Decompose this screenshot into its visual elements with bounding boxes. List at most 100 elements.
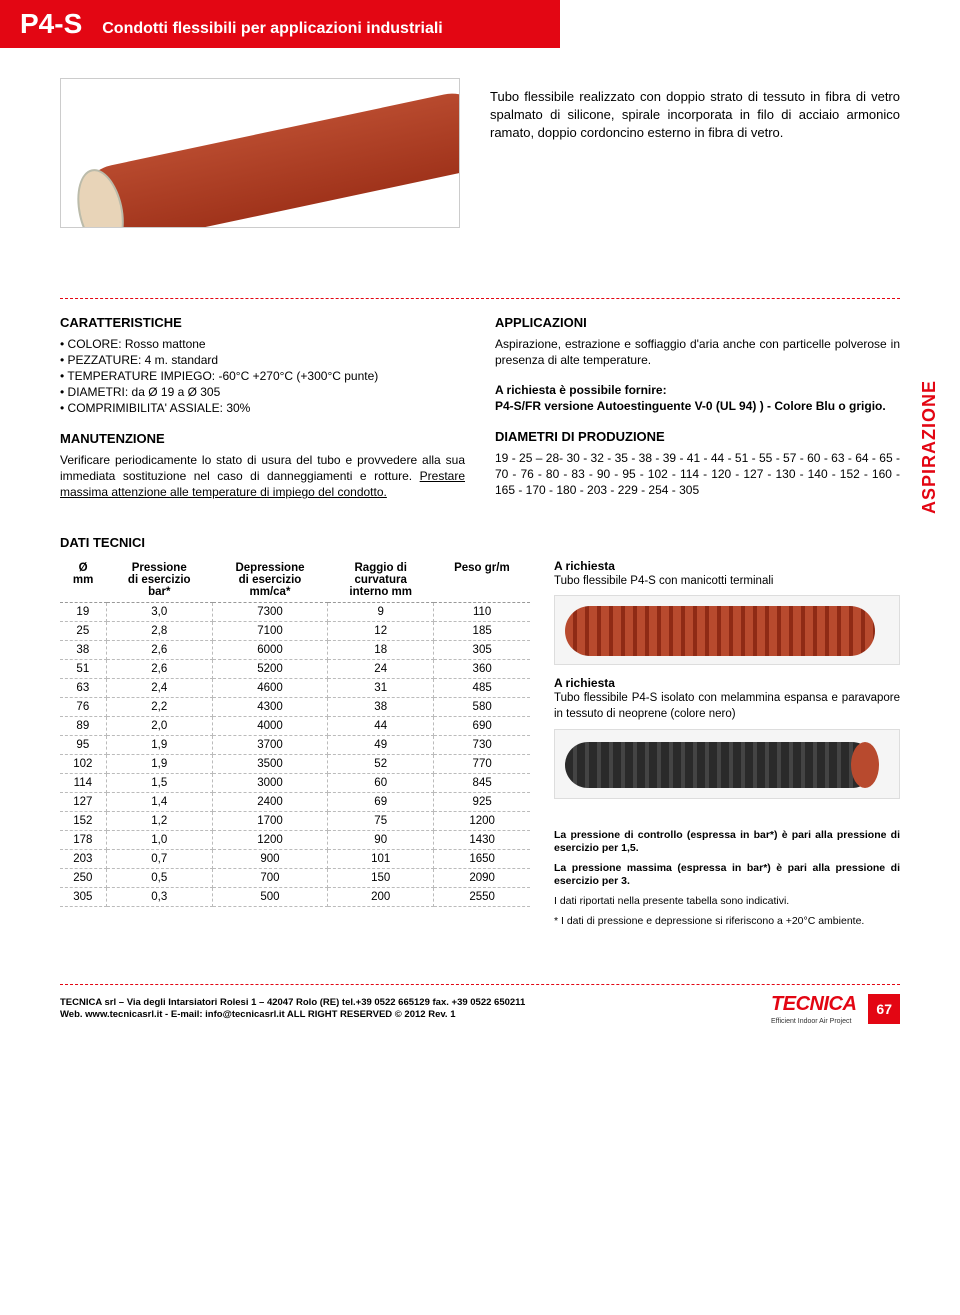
table-row: 512,6520024360 <box>60 659 530 678</box>
table-cell: 3000 <box>212 773 327 792</box>
table-cell: 150 <box>328 868 434 887</box>
note-line: La pressione di controllo (espressa in b… <box>554 829 900 855</box>
footer: TECNICA srl – Via degli Intarsiatori Rol… <box>0 991 960 1046</box>
product-subtitle: Condotti flessibili per applicazioni ind… <box>102 20 442 38</box>
table-cell: 7100 <box>212 621 327 640</box>
table-cell: 305 <box>434 640 530 659</box>
table-cell: 4300 <box>212 697 327 716</box>
table-cell: 1700 <box>212 811 327 830</box>
table-cell: 110 <box>434 602 530 621</box>
table-cell: 89 <box>60 716 106 735</box>
table-cell: 114 <box>60 773 106 792</box>
table-cell: 24 <box>328 659 434 678</box>
table-cell: 2,6 <box>106 659 212 678</box>
notes-block: La pressione di controllo (espressa in b… <box>554 829 900 929</box>
table-cell: 925 <box>434 792 530 811</box>
footer-divider <box>60 984 900 985</box>
table-row: 1521,21700751200 <box>60 811 530 830</box>
info-columns: CARATTERISTICHE COLORE: Rosso mattone PE… <box>0 314 960 515</box>
dati-tecnici-title: DATI TECNICI <box>0 515 960 558</box>
table-row: 252,8710012185 <box>60 621 530 640</box>
table-cell: 2550 <box>434 887 530 906</box>
product-code: P4-S <box>20 8 82 40</box>
logo-text: TECNICA <box>771 993 856 1015</box>
caratteristiche-block: CARATTERISTICHE COLORE: Rosso mattone PE… <box>60 314 465 416</box>
table-cell: 900 <box>212 849 327 868</box>
table-cell: 1430 <box>434 830 530 849</box>
table-cell: 152 <box>60 811 106 830</box>
table-row: 2500,57001502090 <box>60 868 530 887</box>
table-cell: 1650 <box>434 849 530 868</box>
caratteristiche-list: COLORE: Rosso mattone PEZZATURE: 4 m. st… <box>60 336 465 417</box>
footer-text: TECNICA srl – Via degli Intarsiatori Rol… <box>60 997 525 1022</box>
page-number: 67 <box>868 994 900 1024</box>
footer-line2: Web. www.tecnicasrl.it - E-mail: info@te… <box>60 1009 456 1020</box>
table-cell: 3700 <box>212 735 327 754</box>
table-row: 892,0400044690 <box>60 716 530 735</box>
table-row: 632,4460031485 <box>60 678 530 697</box>
table-cell: 52 <box>328 754 434 773</box>
side-image-2 <box>554 729 900 799</box>
table-cell: 690 <box>434 716 530 735</box>
table-row: 1781,01200901430 <box>60 830 530 849</box>
manutenzione-title: MANUTENZIONE <box>60 430 465 448</box>
hero-description: Tubo flessibile realizzato con doppio st… <box>490 78 900 143</box>
table-cell: 63 <box>60 678 106 697</box>
side-b2-title: A richiesta <box>554 675 900 691</box>
table-cell: 19 <box>60 602 106 621</box>
side-image-1 <box>554 595 900 665</box>
table-cell: 1,2 <box>106 811 212 830</box>
table-cell: 360 <box>434 659 530 678</box>
table-cell: 0,7 <box>106 849 212 868</box>
table-row: 762,2430038580 <box>60 697 530 716</box>
table-cell: 770 <box>434 754 530 773</box>
list-item: PEZZATURE: 4 m. standard <box>60 352 465 368</box>
table-cell: 49 <box>328 735 434 754</box>
table-cell: 102 <box>60 754 106 773</box>
table-cell: 18 <box>328 640 434 659</box>
th-weight: Peso gr/m <box>434 558 530 603</box>
fornire-block: A richiesta è possibile fornire: P4-S/FR… <box>495 382 900 414</box>
hero-image <box>60 78 460 228</box>
table-cell: 38 <box>328 697 434 716</box>
divider <box>60 298 900 299</box>
table-cell: 1,9 <box>106 735 212 754</box>
table-cell: 3,0 <box>106 602 212 621</box>
th-diameter: Ømm <box>60 558 106 603</box>
table-cell: 1,4 <box>106 792 212 811</box>
applicazioni-text: Aspirazione, estrazione e soffiaggio d'a… <box>495 336 900 368</box>
tech-table: Ømm Pressionedi eserciziobar* Depression… <box>60 558 530 907</box>
manutenzione-text-a: Verificare periodicamente lo stato di us… <box>60 453 465 483</box>
table-row: 1141,5300060845 <box>60 773 530 792</box>
table-cell: 5200 <box>212 659 327 678</box>
header-bar: P4-S Condotti flessibili per applicazion… <box>0 0 560 48</box>
table-cell: 25 <box>60 621 106 640</box>
table-cell: 2090 <box>434 868 530 887</box>
table-row: 1271,4240069925 <box>60 792 530 811</box>
category-vertical-label: ASPIRAZIONE <box>919 380 940 514</box>
applicazioni-block: APPLICAZIONI Aspirazione, estrazione e s… <box>495 314 900 368</box>
applicazioni-title: APPLICAZIONI <box>495 314 900 332</box>
table-cell: 1,5 <box>106 773 212 792</box>
table-cell: 0,5 <box>106 868 212 887</box>
table-cell: 305 <box>60 887 106 906</box>
table-row: 382,6600018305 <box>60 640 530 659</box>
table-cell: 2,6 <box>106 640 212 659</box>
list-item: COMPRIMIBILITA' ASSIALE: 30% <box>60 400 465 416</box>
table-cell: 580 <box>434 697 530 716</box>
footer-right: TECNICA Efficient Indoor Air Project 67 <box>771 991 900 1026</box>
side-b2-text: Tubo flessibile P4-S isolato con melammi… <box>554 691 900 722</box>
table-cell: 6000 <box>212 640 327 659</box>
table-cell: 203 <box>60 849 106 868</box>
table-cell: 845 <box>434 773 530 792</box>
table-cell: 4600 <box>212 678 327 697</box>
diametri-text: 19 - 25 – 28- 30 - 32 - 35 - 38 - 39 - 4… <box>495 450 900 499</box>
table-cell: 44 <box>328 716 434 735</box>
fornire-title: A richiesta è possibile fornire: <box>495 383 667 397</box>
table-cell: 0,3 <box>106 887 212 906</box>
table-cell: 2,0 <box>106 716 212 735</box>
table-cell: 700 <box>212 868 327 887</box>
diametri-block: DIAMETRI DI PRODUZIONE 19 - 25 – 28- 30 … <box>495 428 900 498</box>
table-header-row: Ømm Pressionedi eserciziobar* Depression… <box>60 558 530 603</box>
tube-illustration <box>72 86 460 228</box>
